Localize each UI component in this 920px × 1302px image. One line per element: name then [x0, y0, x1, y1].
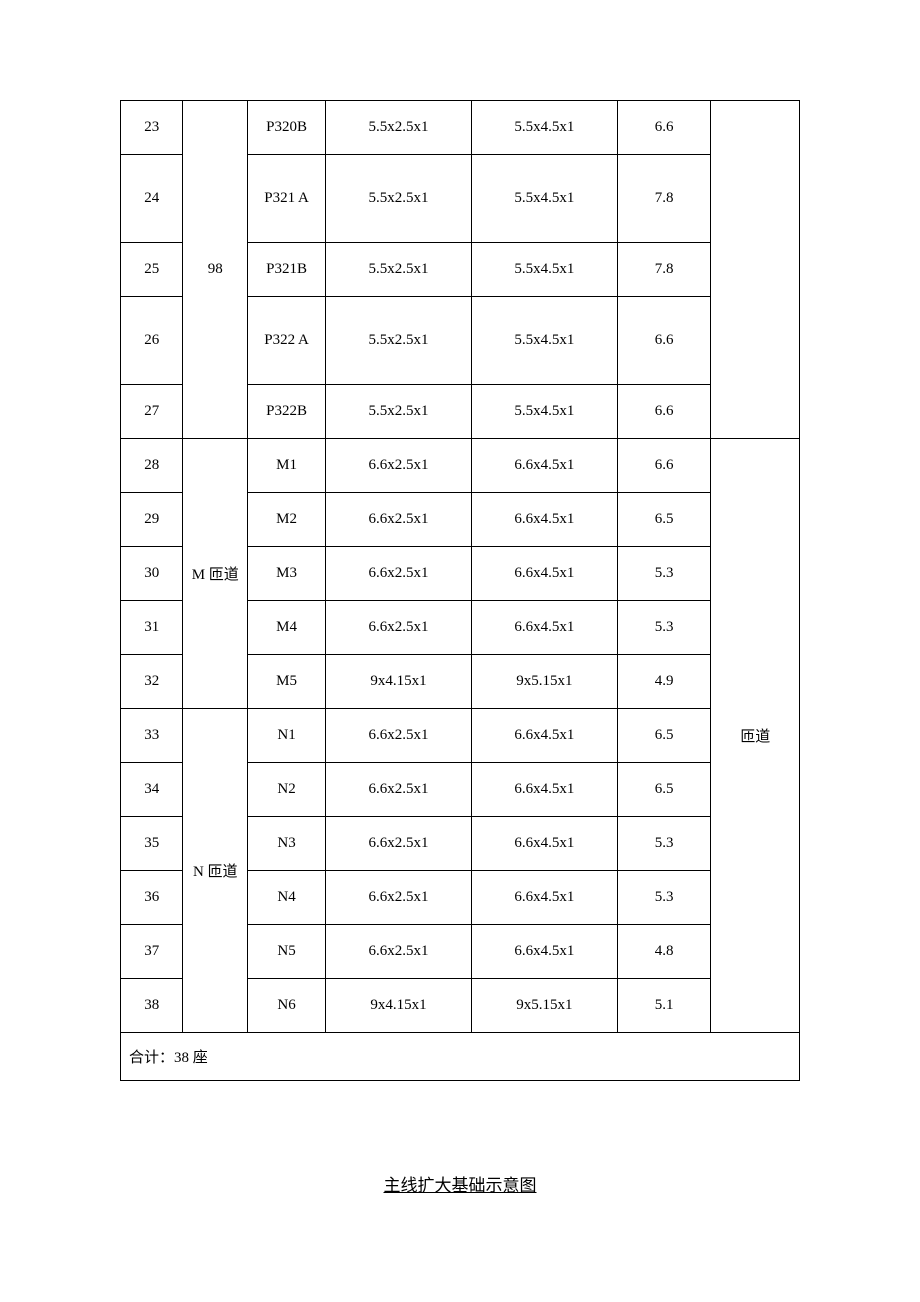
cell-dim2: 9x5.15x1 [471, 979, 617, 1033]
cell-val: 7.8 [617, 243, 711, 297]
cell-code: M4 [248, 601, 326, 655]
cell-no: 37 [121, 925, 183, 979]
cell-no: 35 [121, 817, 183, 871]
cell-dim1: 6.6x2.5x1 [326, 709, 472, 763]
cell-val: 6.5 [617, 493, 711, 547]
cell-empty [711, 101, 800, 439]
cell-val: 5.3 [617, 817, 711, 871]
cell-dim1: 6.6x2.5x1 [326, 601, 472, 655]
cell-note: 匝道 [711, 439, 800, 1033]
cell-dim1: 5.5x2.5x1 [326, 385, 472, 439]
cell-dim1: 5.5x2.5x1 [326, 243, 472, 297]
cell-val: 4.8 [617, 925, 711, 979]
cell-dim2: 5.5x4.5x1 [471, 101, 617, 155]
cell-no: 27 [121, 385, 183, 439]
cell-dim1: 5.5x2.5x1 [326, 101, 472, 155]
cell-val: 6.6 [617, 297, 711, 385]
table-row: 28 M 匝道 M1 6.6x2.5x1 6.6x4.5x1 6.6 匝道 [121, 439, 800, 493]
cell-val: 6.5 [617, 763, 711, 817]
cell-dim1: 6.6x2.5x1 [326, 871, 472, 925]
cell-code: P321B [248, 243, 326, 297]
cell-dim2: 9x5.15x1 [471, 655, 617, 709]
cell-code: N5 [248, 925, 326, 979]
cell-code: M3 [248, 547, 326, 601]
cell-val: 6.5 [617, 709, 711, 763]
cell-code: M2 [248, 493, 326, 547]
cell-dim2: 5.5x4.5x1 [471, 297, 617, 385]
cell-val: 5.3 [617, 547, 711, 601]
cell-val: 7.8 [617, 155, 711, 243]
cell-code: N4 [248, 871, 326, 925]
data-table: 23 98 P320B 5.5x2.5x1 5.5x4.5x1 6.6 24 P… [120, 100, 800, 1081]
cell-no: 24 [121, 155, 183, 243]
cell-val: 6.6 [617, 439, 711, 493]
table-footer-row: 合计：38 座 [121, 1033, 800, 1081]
cell-group: N 匝道 [183, 709, 248, 1033]
cell-no: 30 [121, 547, 183, 601]
cell-no: 33 [121, 709, 183, 763]
cell-dim2: 5.5x4.5x1 [471, 155, 617, 243]
cell-val: 6.6 [617, 385, 711, 439]
table-row: 23 98 P320B 5.5x2.5x1 5.5x4.5x1 6.6 [121, 101, 800, 155]
cell-code: N6 [248, 979, 326, 1033]
cell-dim1: 6.6x2.5x1 [326, 439, 472, 493]
cell-val: 6.6 [617, 101, 711, 155]
cell-dim2: 6.6x4.5x1 [471, 871, 617, 925]
cell-group: M 匝道 [183, 439, 248, 709]
cell-val: 5.3 [617, 601, 711, 655]
cell-dim1: 6.6x2.5x1 [326, 925, 472, 979]
cell-no: 36 [121, 871, 183, 925]
cell-no: 31 [121, 601, 183, 655]
cell-no: 32 [121, 655, 183, 709]
cell-dim2: 6.6x4.5x1 [471, 925, 617, 979]
cell-dim1: 6.6x2.5x1 [326, 493, 472, 547]
cell-val: 5.1 [617, 979, 711, 1033]
cell-code: P322B [248, 385, 326, 439]
cell-dim1: 6.6x2.5x1 [326, 763, 472, 817]
cell-no: 28 [121, 439, 183, 493]
cell-dim2: 6.6x4.5x1 [471, 709, 617, 763]
cell-dim2: 5.5x4.5x1 [471, 385, 617, 439]
cell-group: 98 [183, 101, 248, 439]
cell-code: N3 [248, 817, 326, 871]
cell-dim1: 5.5x2.5x1 [326, 155, 472, 243]
cell-no: 29 [121, 493, 183, 547]
cell-code: P320B [248, 101, 326, 155]
cell-val: 4.9 [617, 655, 711, 709]
cell-dim2: 6.6x4.5x1 [471, 763, 617, 817]
cell-val: 5.3 [617, 871, 711, 925]
cell-no: 34 [121, 763, 183, 817]
cell-dim1: 6.6x2.5x1 [326, 547, 472, 601]
cell-no: 23 [121, 101, 183, 155]
cell-dim2: 6.6x4.5x1 [471, 493, 617, 547]
cell-code: P322 A [248, 297, 326, 385]
cell-dim2: 6.6x4.5x1 [471, 601, 617, 655]
cell-code: M5 [248, 655, 326, 709]
footer-cell: 合计：38 座 [121, 1033, 800, 1081]
cell-dim2: 6.6x4.5x1 [471, 547, 617, 601]
cell-no: 25 [121, 243, 183, 297]
figure-caption: 主线扩大基础示意图 [120, 1171, 800, 1196]
cell-dim2: 5.5x4.5x1 [471, 243, 617, 297]
cell-dim1: 9x4.15x1 [326, 655, 472, 709]
cell-code: N1 [248, 709, 326, 763]
table-row: 33 N 匝道 N1 6.6x2.5x1 6.6x4.5x1 6.5 [121, 709, 800, 763]
cell-code: N2 [248, 763, 326, 817]
cell-dim1: 5.5x2.5x1 [326, 297, 472, 385]
cell-dim1: 6.6x2.5x1 [326, 817, 472, 871]
cell-code: P321 A [248, 155, 326, 243]
cell-dim2: 6.6x4.5x1 [471, 817, 617, 871]
cell-no: 26 [121, 297, 183, 385]
cell-no: 38 [121, 979, 183, 1033]
cell-dim2: 6.6x4.5x1 [471, 439, 617, 493]
cell-dim1: 9x4.15x1 [326, 979, 472, 1033]
cell-code: M1 [248, 439, 326, 493]
